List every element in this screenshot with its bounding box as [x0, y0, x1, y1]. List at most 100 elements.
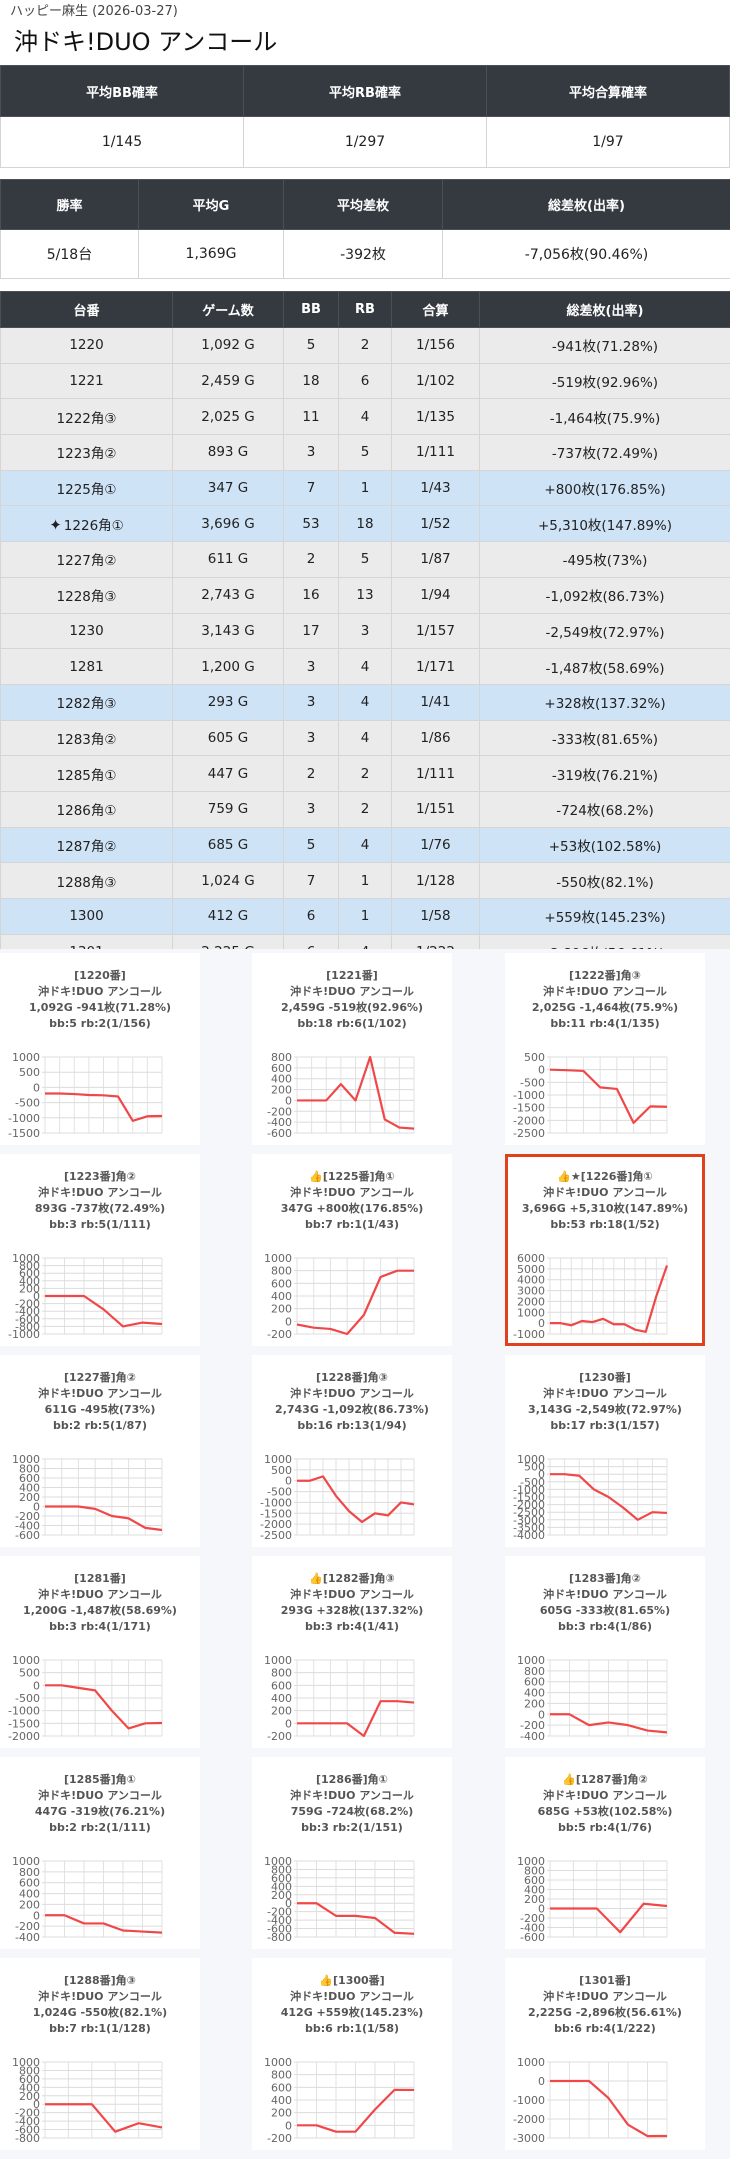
y-tick-label: 0 [285, 2119, 292, 2132]
cell: 1/156 [391, 327, 480, 364]
y-tick-label: 500 [524, 1461, 545, 1474]
header-cell: 台番 [0, 291, 173, 328]
y-tick-label: -2000 [8, 1730, 40, 1742]
chart-title-line: bb:17 rb:3(1/157) [550, 1419, 659, 1432]
y-tick-label: 1000 [12, 2056, 40, 2069]
y-tick-label: 400 [19, 2081, 40, 2094]
table-row: 1221 2,459 G 18 6 1/102 -519枚(92.96%) [0, 362, 730, 400]
store-date: ハッピー麻生 (2026-03-27) [10, 4, 178, 19]
chart-title-line: 2,743G -1,092枚(86.73%) [275, 1402, 429, 1416]
chart-title-line: 👍[1225番]角① [309, 1169, 395, 1183]
cell: +5,310枚(147.89%) [479, 505, 730, 543]
table-row: 1300 412 G 6 1 1/58 +559枚(145.23%) [0, 898, 730, 935]
chart-title-line: 沖ドキ!DUO アンコール [543, 1587, 667, 1601]
cell: 1/94 [391, 576, 480, 614]
cell: 1,092 G [172, 327, 284, 364]
chart-card: [1228番]角③ 沖ドキ!DUO アンコール 2,743G -1,092枚(86.… [252, 1355, 452, 1547]
y-tick-label: -1000 [8, 1705, 40, 1718]
cell: 4 [338, 648, 392, 685]
cell: 1221 [0, 362, 173, 400]
mini-chart: [1230番] 沖ドキ!DUO アンコール 3,143G -2,549枚(72.97… [513, 1370, 682, 1541]
y-tick-label: 1000 [517, 2056, 545, 2069]
table-row: 1286角① 759 G 3 2 1/151 -724枚(68.2%) [0, 790, 730, 828]
chart-title-line: [1222番]角③ [569, 968, 641, 982]
y-tick-label: 800 [19, 1260, 40, 1273]
chart-title-line: 2,225G -2,896枚(56.61%) [528, 2005, 682, 2019]
y-tick-label: -400 [520, 1922, 545, 1935]
cell: 18 [283, 362, 339, 400]
table-row: 1227角② 611 G 2 5 1/87 -495枚(73%) [0, 541, 730, 578]
data-line [45, 1914, 163, 1934]
chart-title-line: bb:16 rb:13(1/94) [297, 1419, 406, 1432]
y-tick-label: 600 [271, 1277, 292, 1290]
data-line [297, 1475, 415, 1524]
chart-card: 👍★[1226番]角① 沖ドキ!DUO アンコール 3,696G +5,310枚(1… [505, 1154, 705, 1346]
y-tick-label: 200 [19, 1898, 40, 1911]
header-cell: 平均合算確率 [486, 65, 730, 117]
y-tick-label: 0 [33, 1679, 40, 1692]
y-tick-label: 1000 [264, 1855, 292, 1868]
cell: 1225角① [0, 469, 173, 507]
cell: -1,464枚(75.9%) [479, 398, 730, 436]
chart-title-line: 沖ドキ!DUO アンコール [290, 1587, 414, 1601]
y-tick-label: 500 [19, 1066, 40, 1079]
mini-chart: [1227番]角② 沖ドキ!DUO アンコール 611G -495枚(73%) bb:… [12, 1370, 163, 1541]
chart-title-line: 611G -495枚(73%) [45, 1402, 156, 1416]
chart-title-line: bb:3 rb:2(1/151) [301, 1821, 403, 1834]
chart-title-line: 沖ドキ!DUO アンコール [290, 1788, 414, 1802]
chart-title-line: 沖ドキ!DUO アンコール [290, 1185, 414, 1199]
y-tick-label: 200 [524, 1893, 545, 1906]
cell: 1300 [0, 898, 173, 935]
chart-title-line: 沖ドキ!DUO アンコール [290, 1989, 414, 2003]
y-tick-label: -500 [520, 1476, 545, 1489]
cell: 1281 [0, 648, 173, 685]
table-row: 1225角① 347 G 7 1 1/43 +800枚(176.85%) [0, 469, 730, 507]
y-tick-label: 0 [33, 1501, 40, 1514]
cell: -2,549枚(72.97%) [479, 612, 730, 650]
chart-title-line: [1281番] [74, 1571, 126, 1585]
y-tick-label: 400 [271, 2094, 292, 2107]
chart-title-line: 沖ドキ!DUO アンコール [290, 984, 414, 998]
table-row: 1228角③ 2,743 G 16 13 1/94 -1,092枚(86.73%) [0, 576, 730, 614]
y-tick-label: -2000 [513, 2113, 545, 2126]
chart-title-line: [1286番]角① [316, 1772, 388, 1786]
chart-title-line: [1283番]角② [569, 1571, 641, 1585]
cell: 1/76 [391, 826, 480, 864]
cell: 1228角③ [0, 576, 173, 614]
y-tick-label: 0 [538, 1903, 545, 1916]
y-tick-label: -3000 [513, 2132, 545, 2144]
value-cell: -7,056枚(90.46%) [442, 229, 730, 279]
y-tick-label: 4000 [517, 1274, 545, 1287]
cell: 17 [283, 612, 339, 650]
cell: 3 [283, 648, 339, 685]
y-tick-label: 1000 [264, 1654, 292, 1667]
cell: +53枚(102.58%) [479, 826, 730, 864]
chart-card: 👍[1282番]角③ 沖ドキ!DUO アンコール 293G +328枚(137.32… [252, 1556, 452, 1748]
cell: 3 [283, 790, 339, 828]
header-cell: ゲーム数 [172, 291, 284, 328]
table-row: 1220 1,092 G 5 2 1/156 -941枚(71.28%) [0, 327, 730, 364]
table-row: 1285角① 447 G 2 2 1/111 -319枚(76.21%) [0, 755, 730, 792]
chart-title-line: [1227番]角② [64, 1370, 136, 1384]
y-tick-label: 0 [538, 1064, 545, 1077]
mini-chart: [1221番] 沖ドキ!DUO アンコール 2,459G -519枚(92.96%)… [267, 968, 423, 1139]
value-cell: 5/18台 [0, 229, 139, 279]
y-tick-label: -400 [520, 1730, 545, 1742]
cell: 447 G [172, 755, 284, 792]
chart-card: [1223番]角② 沖ドキ!DUO アンコール 893G -737枚(72.49%)… [0, 1154, 200, 1346]
table-row: 1283角② 605 G 3 4 1/86 -333枚(81.65%) [0, 719, 730, 757]
summary-result: 勝率 平均G 平均差枚 総差枚(出率) 5/18台 1,369G -392枚 -7,056枚(… [0, 179, 730, 279]
cell: 1220 [0, 327, 173, 364]
cell: -550枚(82.1%) [479, 862, 730, 899]
chart-title-line: 447G -319枚(76.21%) [35, 1804, 165, 1818]
data-line [45, 1684, 163, 1730]
table-row: 1281 1,200 G 3 4 1/171 -1,487枚(58.69%) [0, 648, 730, 685]
y-tick-label: 200 [271, 1705, 292, 1718]
cell: 1/157 [391, 612, 480, 650]
cell: 2 [338, 327, 392, 364]
mini-chart: 👍★[1226番]角① 沖ドキ!DUO アンコール 3,696G +5,310枚(1… [513, 1169, 688, 1341]
mini-chart: 👍[1287番]角② 沖ドキ!DUO アンコール 685G +53枚(102.58%… [517, 1772, 672, 1943]
chart-title-line: 沖ドキ!DUO アンコール [543, 1386, 667, 1400]
y-tick-label: 400 [19, 1482, 40, 1495]
y-tick-label: -1000 [513, 1483, 545, 1496]
